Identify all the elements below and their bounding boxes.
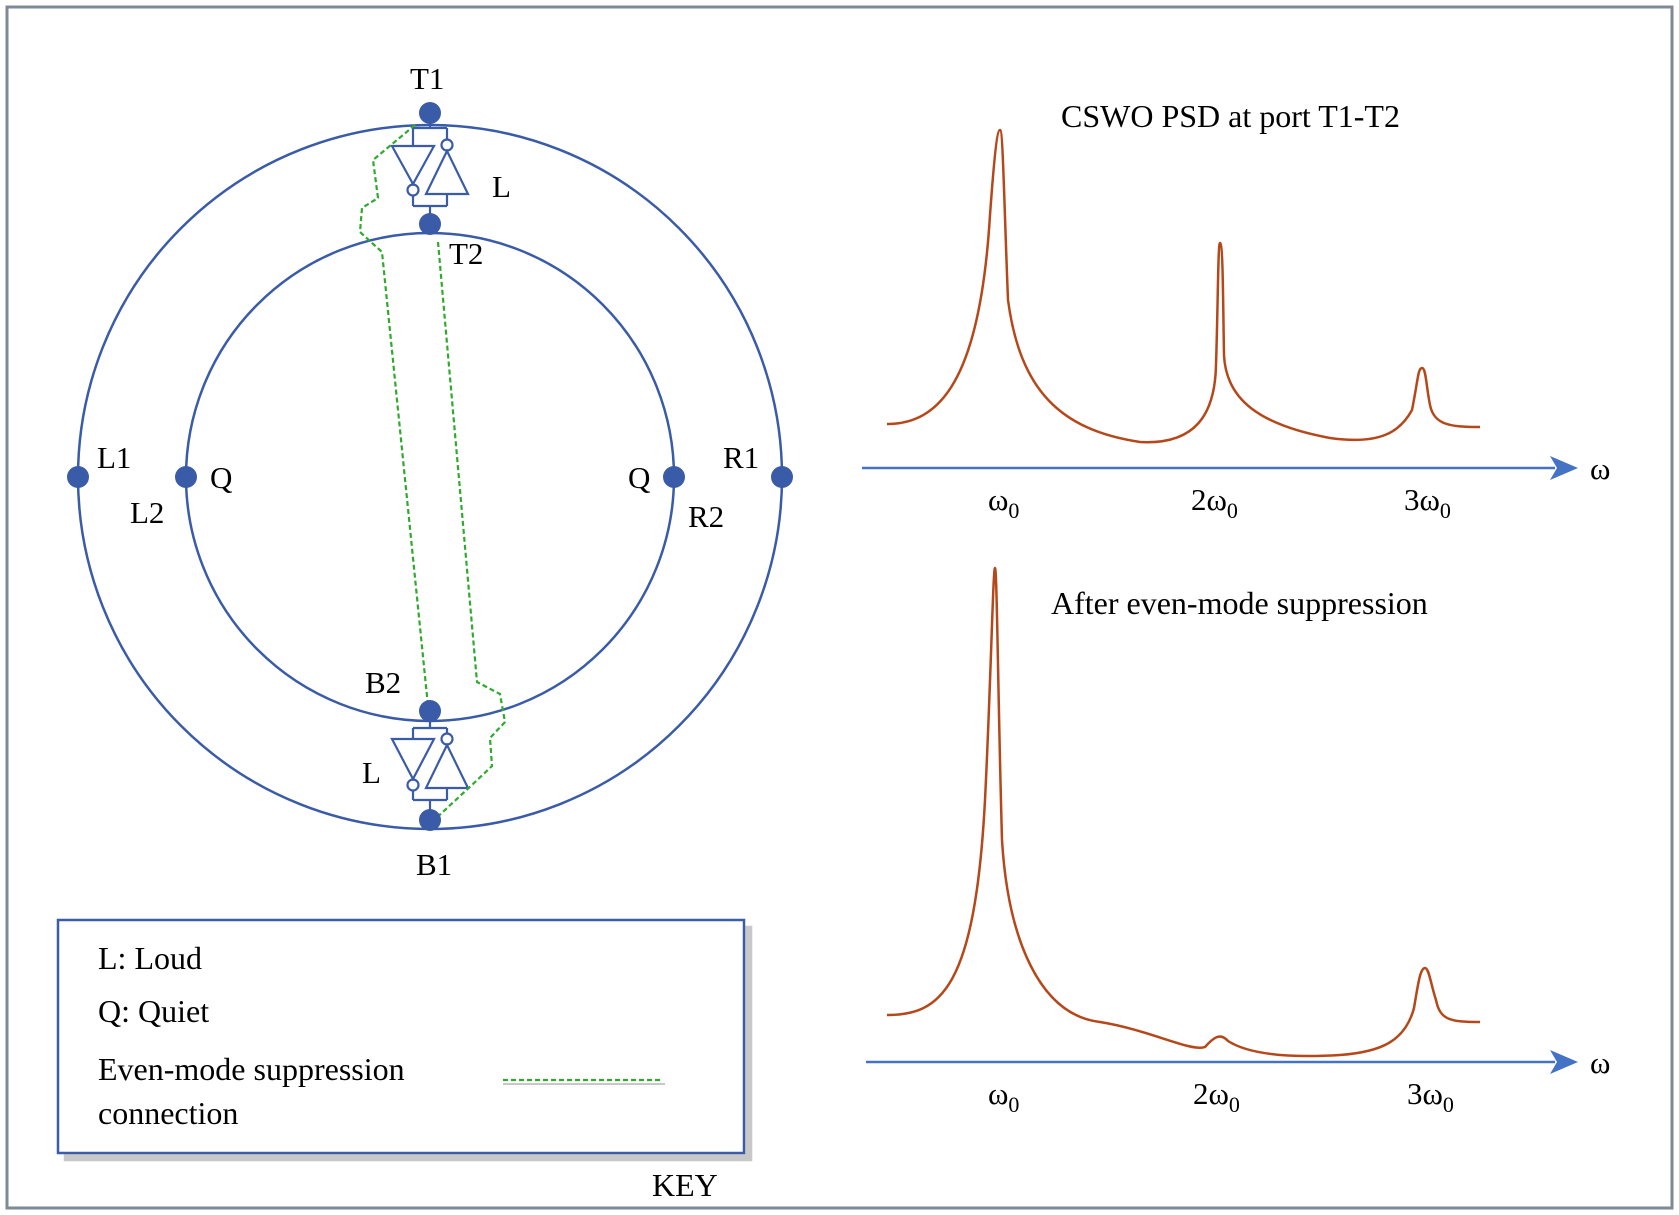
key-box [56, 918, 746, 1155]
node-b2 [419, 700, 441, 722]
node-t1 [419, 102, 441, 124]
spectrum-bottom: After even-mode suppression ω ω0 2ω0 3ω0 [866, 566, 1610, 1117]
spectrum-top-tick-2: 2ω0 [1191, 482, 1238, 523]
label-r1: R1 [723, 440, 759, 475]
node-l1 [67, 466, 89, 488]
key-quiet: Q: Quiet [98, 993, 209, 1029]
top-inverter-pair [390, 113, 470, 224]
spectrum-bottom-tick-2: 2ω0 [1193, 1076, 1240, 1117]
label-b2: B2 [365, 665, 401, 700]
key-suppression-line1: Even-mode suppression [98, 1051, 405, 1087]
spectrum-top-axis-arrow-icon [1550, 456, 1578, 480]
ring-oscillator: T1 T2 B2 B1 L1 L2 Q Q R1 R2 L L [67, 61, 793, 882]
node-r1 [771, 466, 793, 488]
node-t2 [419, 213, 441, 235]
label-q-right: Q [628, 460, 650, 495]
label-l2: L2 [130, 495, 164, 530]
spectrum-top-axis-label: ω [1590, 451, 1610, 486]
label-l1: L1 [97, 440, 131, 475]
bottom-inverter-down-icon [390, 737, 436, 782]
bottom-inverter-pair [390, 711, 470, 820]
spectrum-bottom-tick-1: ω0 [988, 1076, 1019, 1117]
key-legend: L: Loud Q: Quiet Even-mode suppression c… [56, 918, 746, 1203]
key-title: KEY [652, 1167, 718, 1203]
spectrum-bottom-curve [886, 566, 1481, 1058]
spectrum-bottom-axis-arrow-icon [1550, 1050, 1578, 1074]
node-r2 [663, 466, 685, 488]
label-t2: T2 [449, 236, 483, 271]
top-inverter-down-icon [390, 144, 436, 187]
spectrum-top-curve [886, 128, 1481, 444]
label-q-left: Q [210, 460, 232, 495]
nodes [67, 102, 793, 831]
label-b1: B1 [416, 847, 452, 882]
spectrum-bottom-axis-label: ω [1590, 1045, 1610, 1080]
spectrum-top-title: CSWO PSD at port T1-T2 [1061, 98, 1400, 134]
spectrum-top-tick-3: 3ω0 [1404, 482, 1451, 523]
spectrum-top: CSWO PSD at port T1-T2 ω ω0 2ω0 3ω0 [862, 98, 1610, 523]
spectrum-top-tick-1: ω0 [988, 482, 1019, 523]
label-t1: T1 [410, 61, 444, 96]
label-loud-bottom: L [362, 755, 381, 790]
spectrum-bottom-title: After even-mode suppression [1051, 585, 1428, 621]
key-loud: L: Loud [98, 940, 202, 976]
spectrum-bottom-tick-3: 3ω0 [1407, 1076, 1454, 1117]
key-suppression-line2: connection [98, 1095, 238, 1131]
node-l2 [175, 466, 197, 488]
label-loud-top: L [492, 169, 511, 204]
node-b1 [419, 809, 441, 831]
label-r2: R2 [688, 499, 724, 534]
suppression-connection-right [431, 241, 507, 823]
